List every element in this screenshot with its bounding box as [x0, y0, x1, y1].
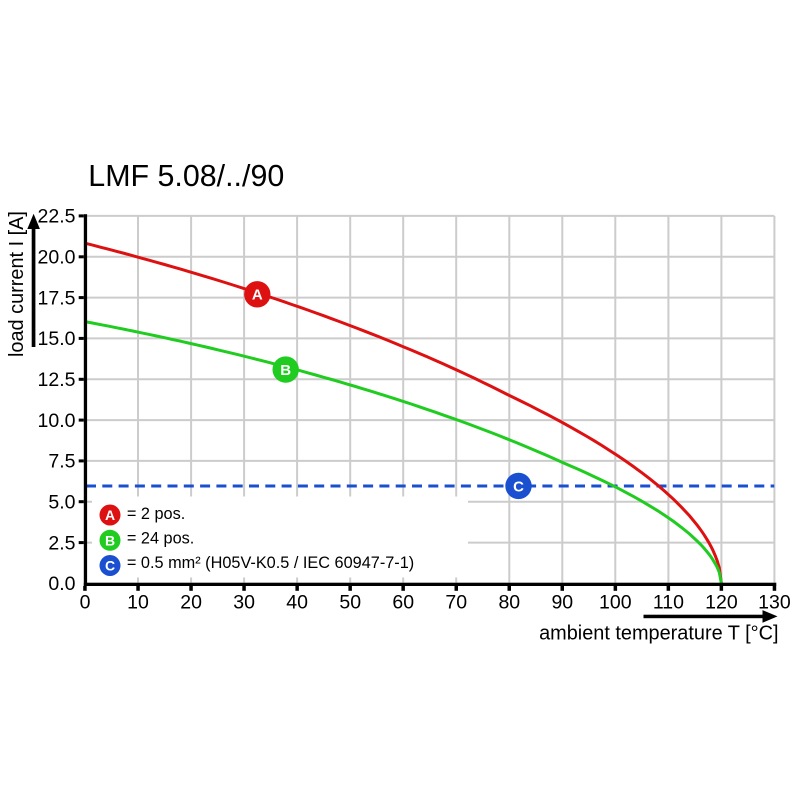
svg-text:10: 10 [127, 592, 149, 614]
svg-text:B: B [280, 362, 291, 379]
svg-text:110: 110 [653, 592, 684, 614]
svg-text:B: B [105, 532, 115, 548]
svg-text:130: 130 [758, 592, 791, 614]
svg-text:15.0: 15.0 [38, 328, 76, 350]
svg-text:C: C [513, 478, 524, 495]
svg-text:5.0: 5.0 [48, 492, 75, 514]
svg-text:LMF 5.08/../90: LMF 5.08/../90 [88, 159, 284, 193]
svg-text:A: A [105, 507, 115, 523]
svg-text:20.0: 20.0 [38, 247, 76, 269]
svg-text:70: 70 [445, 592, 467, 614]
svg-text:120: 120 [705, 592, 738, 614]
svg-text:load current I [A]: load current I [A] [6, 211, 28, 357]
svg-text:= 24 pos.: = 24 pos. [127, 530, 194, 548]
svg-text:C: C [105, 558, 115, 574]
svg-text:40: 40 [286, 592, 308, 614]
svg-text:30: 30 [233, 592, 255, 614]
svg-text:= 2 pos.: = 2 pos. [127, 505, 185, 523]
svg-text:ambient temperature T [°C]: ambient temperature T [°C] [539, 623, 778, 645]
svg-text:2.5: 2.5 [48, 532, 75, 554]
svg-text:17.5: 17.5 [38, 287, 76, 309]
svg-text:0: 0 [80, 592, 91, 614]
svg-text:50: 50 [339, 592, 361, 614]
svg-text:0.0: 0.0 [48, 573, 75, 595]
svg-text:90: 90 [551, 592, 573, 614]
svg-text:80: 80 [498, 592, 520, 614]
svg-text:10.0: 10.0 [38, 410, 76, 432]
svg-text:= 0.5 mm² (H05V-K0.5 / IEC 609: = 0.5 mm² (H05V-K0.5 / IEC 60947-7-1) [127, 554, 414, 572]
svg-text:60: 60 [392, 592, 414, 614]
svg-text:12.5: 12.5 [38, 369, 76, 391]
svg-text:7.5: 7.5 [48, 451, 75, 473]
svg-text:20: 20 [180, 592, 202, 614]
svg-text:100: 100 [599, 592, 632, 614]
svg-text:22.5: 22.5 [38, 206, 76, 228]
svg-text:A: A [252, 287, 263, 304]
